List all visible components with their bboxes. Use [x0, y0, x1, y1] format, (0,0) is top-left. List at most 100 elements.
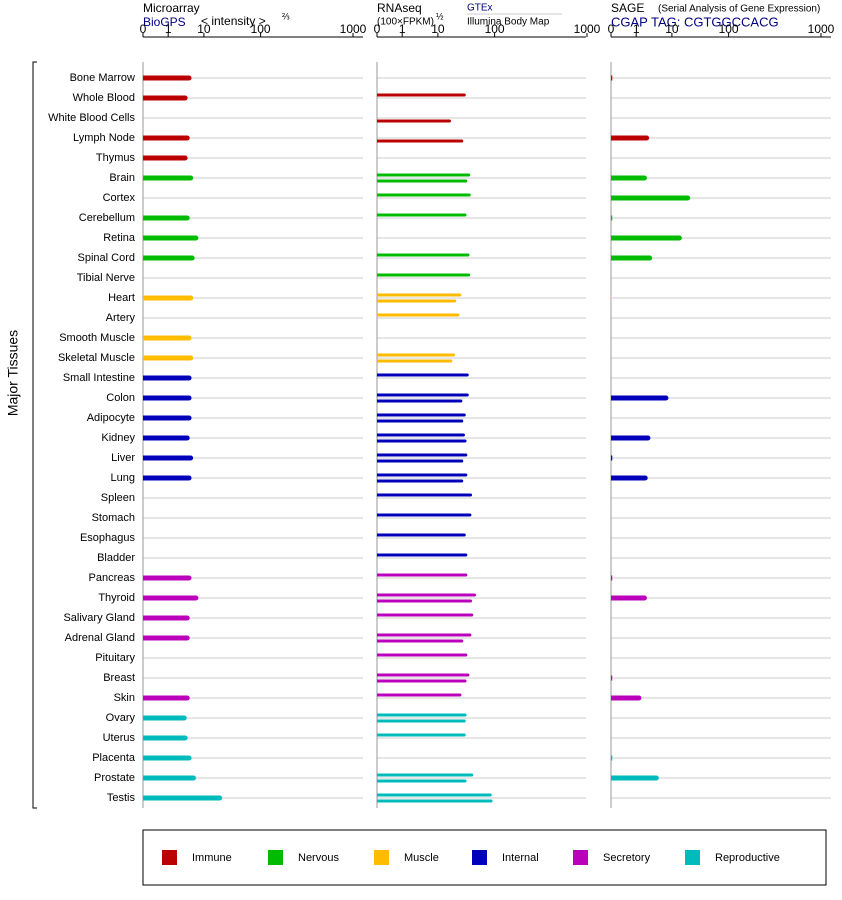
row-label: Esophagus: [80, 532, 136, 544]
series-name: BioGPS: [143, 15, 186, 29]
row-label: Retina: [103, 232, 136, 244]
row-label: Smooth Muscle: [59, 332, 135, 344]
bar: [377, 593, 477, 597]
bar: [611, 255, 653, 261]
bar: [377, 719, 466, 723]
row-label: Kidney: [101, 432, 135, 444]
bar: [377, 493, 473, 497]
series-name: Illumina Body Map: [467, 17, 550, 28]
legend-swatch: [268, 850, 283, 865]
row-label: White Blood Cells: [48, 112, 135, 124]
x-tick-label: 1: [633, 22, 640, 36]
bar: [143, 295, 194, 301]
bar: [377, 273, 471, 277]
row-label: Spleen: [101, 492, 135, 504]
row-label: Whole Blood: [73, 92, 135, 104]
legend-swatch: [374, 850, 389, 865]
bar: [143, 735, 188, 741]
bar: [611, 595, 647, 601]
legend-swatch: [472, 850, 487, 865]
bar: [377, 139, 464, 143]
bar: [611, 455, 613, 461]
bar: [377, 179, 468, 183]
bar: [377, 413, 466, 417]
bar: [377, 373, 469, 377]
row-label: Tibial Nerve: [77, 272, 135, 284]
x-tick-label: 10: [431, 22, 445, 36]
bar: [377, 293, 462, 297]
legend-swatch: [573, 850, 588, 865]
panel-note: < intensity >: [201, 14, 266, 28]
bar: [611, 195, 691, 201]
row-label: Breast: [103, 672, 135, 684]
row-label: Heart: [108, 292, 135, 304]
y-axis-label: Major Tissues: [5, 330, 21, 416]
bar: [143, 75, 192, 81]
bar: [143, 695, 190, 701]
bar: [377, 473, 468, 477]
row-label: Lung: [111, 472, 135, 484]
bar: [611, 135, 650, 141]
bar: [377, 633, 472, 637]
x-tick-label: 0: [140, 22, 147, 36]
bar: [143, 475, 192, 481]
row-label: Salivary Gland: [63, 612, 135, 624]
bar: [143, 575, 192, 581]
bar: [377, 779, 467, 783]
x-tick-label: 1000: [808, 22, 835, 36]
row-label: Cortex: [103, 192, 136, 204]
legend-label: Muscle: [404, 852, 439, 864]
row-label: Liver: [111, 452, 135, 464]
row-label: Bladder: [97, 552, 135, 564]
bar: [611, 775, 659, 781]
x-tick-label: 100: [719, 22, 739, 36]
x-tick-label: 1000: [574, 22, 601, 36]
bar: [377, 479, 464, 483]
bar: [143, 775, 196, 781]
row-label: Placenta: [92, 752, 136, 764]
bar: [377, 359, 453, 363]
legend-label: Secretory: [603, 852, 651, 864]
bar: [143, 215, 190, 221]
bar: [377, 119, 451, 123]
bar: [143, 635, 190, 641]
panel-title: RNAseq: [377, 1, 422, 15]
bar: [377, 573, 468, 577]
bar: [377, 553, 468, 557]
bar: [611, 175, 647, 181]
bar: [143, 715, 187, 721]
legend-label: Immune: [192, 852, 232, 864]
bar: [143, 615, 190, 621]
row-label: Stomach: [92, 512, 135, 524]
bar: [143, 595, 199, 601]
x-tick-label: 10: [665, 22, 679, 36]
row-label: Colon: [106, 392, 135, 404]
row-label: Skin: [114, 692, 135, 704]
row-label: Lymph Node: [73, 132, 135, 144]
bar: [377, 453, 468, 457]
bar: [611, 435, 651, 441]
bar: [377, 793, 492, 797]
bar: [611, 235, 682, 241]
bar: [143, 335, 192, 341]
bar: [611, 575, 613, 581]
bracket: [32, 61, 37, 809]
series-name: CGAP TAG: CGTGGCCACG: [611, 14, 779, 29]
bar: [377, 433, 465, 437]
bar: [143, 135, 190, 141]
x-tick-label: 0: [374, 22, 381, 36]
legend-box: [142, 829, 827, 886]
bar: [611, 755, 613, 761]
x-tick-label: 0: [608, 22, 615, 36]
legend-swatch: [162, 850, 177, 865]
row-label: Prostate: [94, 772, 135, 784]
bar: [377, 713, 467, 717]
bar: [377, 773, 474, 777]
bar: [377, 679, 467, 683]
bar: [377, 213, 467, 217]
panel-note-power: ½: [436, 11, 444, 21]
bar: [611, 475, 648, 481]
bar: [377, 733, 466, 737]
row-label: Adrenal Gland: [65, 632, 135, 644]
